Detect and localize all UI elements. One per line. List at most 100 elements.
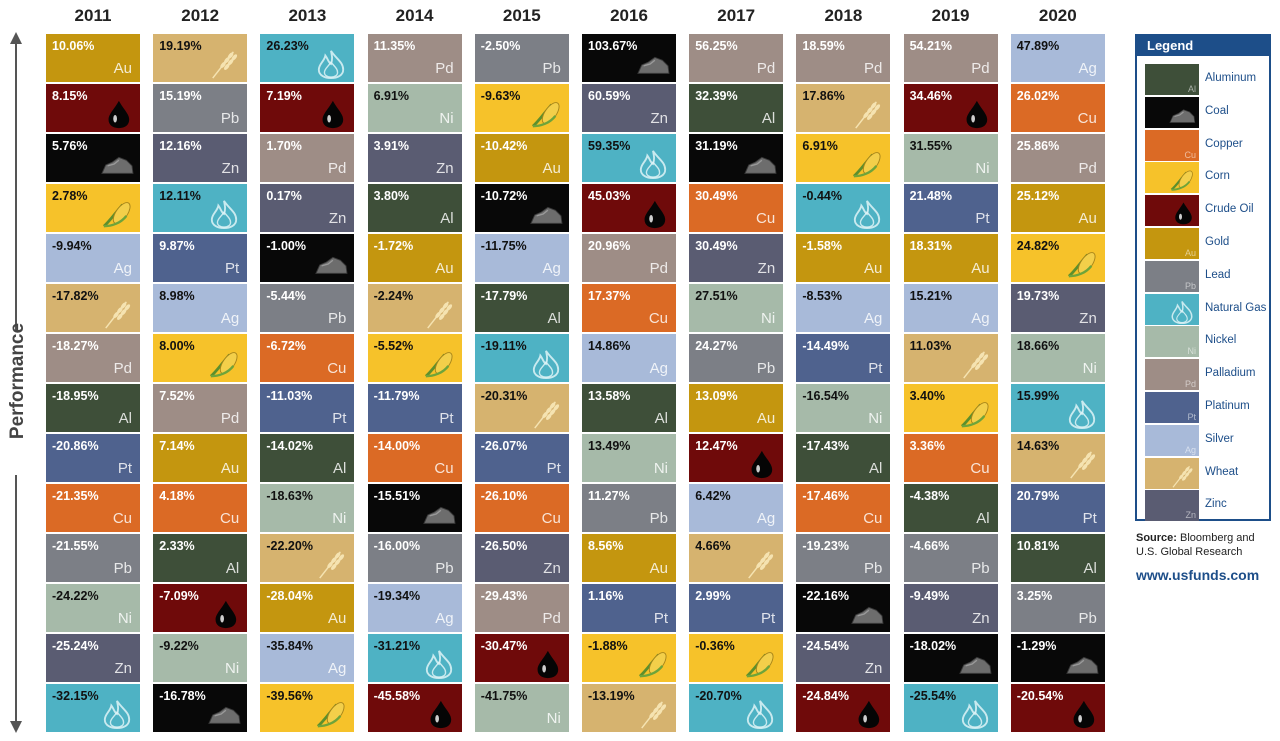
cell-symbol: Pd (864, 60, 883, 77)
website-link[interactable]: www.usfunds.com (1136, 567, 1260, 583)
performance-cell: 47.89% Ag (1010, 34, 1105, 82)
legend-swatch: Ni (1145, 326, 1199, 358)
performance-cell: -39.56% (260, 684, 355, 732)
cell-symbol: Ni (975, 160, 990, 177)
cell-value: 7.19% (266, 89, 302, 103)
performance-cell: 24.27% Pb (689, 334, 784, 382)
coal-icon (637, 56, 670, 74)
legend-item: Coal (1145, 96, 1269, 130)
cell-value: -13.19% (588, 689, 635, 703)
cell-symbol: Al (654, 410, 668, 427)
wheat-icon (105, 301, 131, 329)
down-arrow-icon (10, 721, 22, 733)
performance-cell: 10.81% Al (1010, 534, 1105, 582)
legend-swatch-symbol: Pb (1184, 280, 1196, 291)
cell-value: -8.53% (802, 289, 842, 303)
cell-symbol: Au (220, 460, 240, 477)
wheat-icon (212, 51, 238, 79)
cell-value: 15.21% (909, 289, 952, 303)
performance-axis (10, 32, 22, 733)
performance-cell: -17.79% Al (474, 284, 569, 332)
legend-item: Natural Gas (1145, 293, 1269, 327)
performance-cell: -17.82% (46, 284, 140, 332)
cell-symbol: Cu (434, 460, 454, 477)
cell-value: -9.94% (52, 239, 92, 253)
performance-cell: 7.52% Pd (153, 384, 248, 432)
cell-value: 1.16% (588, 589, 624, 603)
cell-symbol: Cu (220, 510, 240, 527)
cell-symbol: Al (547, 310, 561, 327)
cell-value: 10.81% (1016, 539, 1060, 553)
corn-icon (1067, 252, 1096, 278)
cell-symbol: Ni (653, 460, 668, 477)
cell-value: -17.43% (802, 439, 849, 453)
corn-icon (424, 352, 453, 378)
cell-value: -1.00% (266, 239, 306, 253)
cell-value: -28.04% (266, 589, 313, 603)
source-text: Bloomberg and U.S. Global Research (1136, 532, 1255, 558)
cell-symbol: Cu (863, 510, 883, 527)
crude-oil-icon (644, 200, 666, 229)
performance-cell: 14.86% Ag (582, 334, 676, 382)
cell-symbol: Ni (439, 110, 454, 127)
cell-value: -26.50% (480, 539, 528, 553)
performance-cell: -9.49% Zn (903, 584, 998, 632)
cell-value: 59.35% (588, 139, 631, 153)
performance-cell: 56.25% Pd (689, 34, 784, 82)
cell-value: -39.56% (266, 689, 313, 703)
legend-swatch: Al (1145, 64, 1199, 95)
performance-cell: -31.21% (367, 634, 462, 682)
performance-cell: -24.54% Zn (796, 634, 891, 682)
performance-cell: 3.25% Pb (1010, 584, 1105, 632)
cell-symbol: Ag (220, 310, 240, 327)
cell-symbol: Pt (868, 360, 883, 377)
performance-cell: -32.15% (46, 684, 140, 732)
cell-value: 12.47% (695, 439, 738, 453)
legend-item: Al Aluminum (1145, 64, 1269, 97)
cell-symbol: Zn (757, 260, 776, 277)
cell-symbol: Pt (1082, 510, 1097, 527)
performance-cell: -11.79% Pt (367, 384, 462, 432)
cell-value: -20.31% (480, 389, 528, 403)
cell-value: 30.49% (695, 239, 738, 253)
performance-cell: 3.40% (903, 384, 998, 432)
legend-swatch: Au (1145, 228, 1199, 259)
performance-cell: 11.27% Pb (582, 484, 676, 532)
performance-cell: 7.14% Au (153, 434, 248, 482)
cell-value: -22.16% (802, 589, 849, 603)
performance-cell: 8.15% (46, 84, 140, 132)
wheat-icon (855, 101, 881, 129)
legend-label: Natural Gas (1205, 301, 1267, 314)
performance-cell: -21.35% Cu (46, 484, 140, 532)
cell-value: 4.66% (695, 539, 731, 553)
cell-value: 3.91% (373, 139, 410, 153)
natural-gas-icon (532, 350, 559, 379)
wheat-icon (962, 351, 988, 379)
natural-gas-icon (854, 200, 881, 229)
legend-swatch-symbol: Ag (1184, 444, 1196, 455)
cell-symbol: Pt (117, 460, 132, 477)
crude-oil-icon (751, 450, 773, 479)
cell-symbol: Al (976, 510, 990, 527)
performance-cell: 9.87% Pt (153, 234, 248, 282)
legend-label: Gold (1205, 236, 1230, 248)
cell-value: -19.11% (480, 339, 527, 353)
cell-value: -45.58% (373, 689, 421, 703)
performance-cell: -20.86% Pt (46, 434, 140, 482)
cell-value: 19.19% (159, 39, 202, 53)
cell-value: 17.86% (802, 89, 845, 103)
performance-cell: 8.00% (153, 334, 248, 382)
performance-cell: -20.70% (689, 684, 784, 732)
performance-cell: -1.72% Au (367, 234, 462, 282)
coal-icon (422, 506, 456, 524)
performance-cell: 19.73% Zn (1010, 284, 1105, 332)
performance-cell: 31.55% Ni (903, 134, 998, 182)
wheat-icon (1172, 465, 1193, 488)
cell-symbol: Al (440, 210, 454, 227)
legend-swatch (1145, 293, 1199, 325)
cell-value: 3.80% (373, 189, 410, 203)
cell-symbol: Pd (435, 60, 454, 77)
cell-symbol: Pb (864, 560, 883, 577)
cell-symbol: Cu (756, 210, 776, 227)
natural-gas-icon (103, 700, 131, 729)
